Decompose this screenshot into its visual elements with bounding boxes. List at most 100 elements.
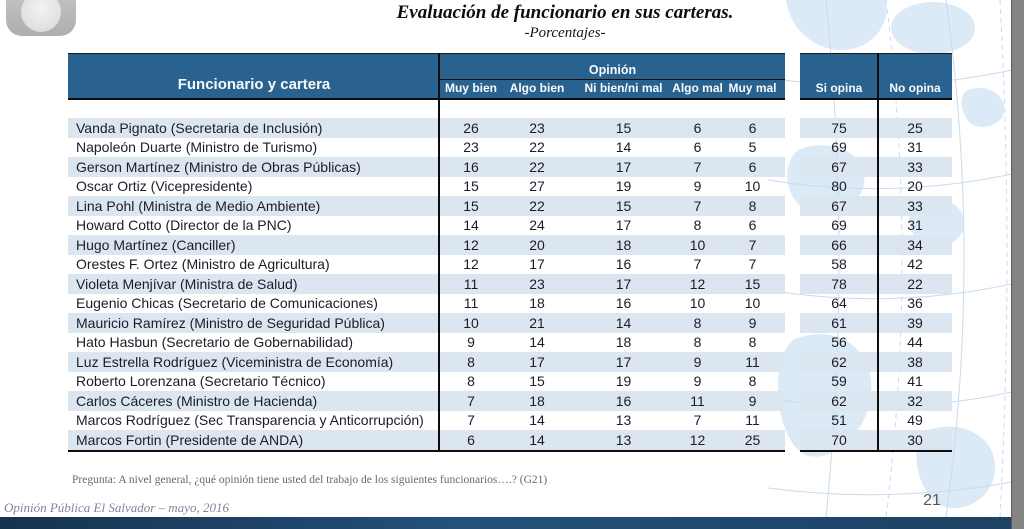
table-row: Marcos Rodríguez (Sec Transparencia y An… (68, 411, 785, 431)
value-cell: 15 (463, 197, 479, 214)
column-header-si-opina: Si opina (815, 81, 863, 95)
value-cell: 18 (615, 236, 632, 253)
column-header-algo-bien: Algo bien (509, 81, 565, 95)
funcionario-cell: Carlos Cáceres (Ministro de Hacienda) (76, 392, 318, 409)
funcionario-cell: Roberto Lorenzana (Secretario Técnico) (76, 373, 326, 390)
funcionario-cell: Orestes F. Ortez (Ministro de Agricultur… (76, 256, 330, 273)
no-opina-cell: 25 (907, 119, 923, 136)
value-cell: 12 (463, 236, 479, 253)
no-opina-cell: 49 (907, 412, 923, 429)
column-header-no-opina: No opina (889, 81, 941, 95)
value-cell: 22 (529, 139, 545, 156)
no-opina-cell: 34 (907, 236, 923, 253)
table-row: Gerson Martínez (Ministro de Obras Públi… (68, 157, 785, 177)
value-cell: 11 (463, 275, 479, 292)
value-cell: 7 (693, 412, 702, 429)
opina-table-row: 69 31 (800, 138, 952, 158)
value-cell: 8 (748, 334, 757, 351)
app-icon-circle (21, 0, 61, 32)
opinion-header-block: Opinión Muy bien Algo bien Ni bien/ni ma… (440, 54, 785, 98)
si-opina-cell: 64 (831, 295, 847, 312)
si-opina-cell: 78 (831, 275, 847, 292)
funcionario-cell: Mauricio Ramírez (Ministro de Seguridad … (76, 314, 385, 331)
value-cell: 7 (693, 256, 702, 273)
table-row: Orestes F. Ortez (Ministro de Agricultur… (68, 255, 785, 275)
table-row: Eugenio Chicas (Secretario de Comunicaci… (68, 294, 785, 314)
value-cell: 17 (615, 275, 632, 292)
value-cell: 8 (693, 314, 702, 331)
si-opina-cell: 59 (831, 373, 847, 390)
column-header-funcionario: Funcionario y cartera (68, 54, 440, 98)
no-opina-cell: 30 (907, 431, 923, 448)
opina-table-row: 61 39 (800, 313, 952, 333)
value-cell: 19 (615, 373, 632, 390)
table-row: Roberto Lorenzana (Secretario Técnico) 8 1… (68, 372, 785, 392)
no-opina-cell: 42 (907, 256, 923, 273)
funcionario-cell: Gerson Martínez (Ministro de Obras Públi… (76, 158, 361, 175)
value-cell: 14 (615, 314, 632, 331)
opinion-subheaders: Muy bien Algo bien Ni bien/ni mal Algo m… (440, 80, 785, 98)
funcionario-cell: Oscar Ortiz (Vicepresidente) (76, 178, 253, 195)
table-row: Lina Pohl (Ministra de Medio Ambiente) 15… (68, 196, 785, 216)
value-cell: 15 (615, 119, 632, 136)
value-cell: 17 (615, 217, 632, 234)
opina-table-rows: 75 25 69 31 67 33 80 20 67 33 69 31 66 34 58 42 78 22 64 36… (800, 118, 952, 452)
opina-table-header: Si opina No opina (800, 53, 952, 100)
value-cell: 26 (463, 119, 479, 136)
column-header-muy-mal: Muy mal (728, 81, 777, 95)
si-opina-cell: 69 (831, 139, 847, 156)
column-header-algo-mal: Algo mal (672, 81, 723, 95)
table-row: Mauricio Ramírez (Ministro de Seguridad … (68, 313, 785, 333)
source-footnote: Opinión Pública El Salvador – mayo, 2016 (4, 500, 229, 515)
page-number: 21 (923, 492, 941, 509)
value-cell: 5 (748, 139, 757, 156)
opina-table-row: 69 31 (800, 216, 952, 236)
value-cell: 6 (693, 139, 702, 156)
value-cell: 11 (745, 412, 760, 429)
value-cell: 6 (748, 217, 757, 234)
evaluation-table-header: Funcionario y cartera Opinión Muy bien A… (68, 53, 785, 100)
value-cell: 11 (463, 295, 479, 312)
funcionario-cell: Howard Cotto (Director de la PNC) (76, 217, 292, 234)
si-opina-cell: 51 (831, 412, 847, 429)
value-cell: 14 (529, 431, 545, 448)
value-cell: 12 (463, 256, 479, 273)
si-opina-cell: 66 (831, 236, 847, 253)
si-opina-cell: 70 (831, 431, 847, 448)
opina-table-row: 70 30 (800, 430, 952, 450)
value-cell: 7 (693, 197, 702, 214)
si-opina-cell: 62 (831, 392, 847, 409)
opina-table-row: 67 33 (800, 196, 952, 216)
opina-table-row: 56 44 (800, 333, 952, 353)
value-cell: 9 (693, 373, 702, 390)
value-cell: 11 (690, 392, 705, 409)
table-row: Napoleón Duarte (Ministro de Turismo) 23 2… (68, 138, 785, 158)
si-opina-cell: 61 (831, 314, 847, 331)
value-cell: 16 (615, 256, 632, 273)
value-cell: 6 (467, 431, 475, 448)
value-cell: 15 (744, 275, 761, 292)
si-opina-cell: 58 (831, 256, 847, 273)
table-row: Howard Cotto (Director de la PNC) 14 24 17 8… (68, 216, 785, 236)
value-cell: 13 (615, 412, 632, 429)
column-header-muy-bien: Muy bien (444, 81, 497, 95)
funcionario-cell: Marcos Fortin (Presidente de ANDA) (76, 431, 304, 448)
value-cell: 22 (529, 158, 545, 175)
value-cell: 8 (693, 334, 702, 351)
si-opina-cell: 80 (831, 178, 847, 195)
no-opina-cell: 41 (907, 373, 923, 390)
value-cell: 15 (529, 373, 545, 390)
bottom-accent-bar (0, 517, 1012, 529)
table-row: Hugo Martínez (Canciller) 12 20 18 10 7 (68, 235, 785, 255)
value-cell: 9 (748, 392, 757, 409)
si-opina-cell: 67 (831, 197, 847, 214)
value-cell: 10 (689, 295, 706, 312)
si-opina-cell: 67 (831, 158, 847, 175)
value-cell: 8 (467, 373, 475, 390)
value-cell: 9 (748, 314, 757, 331)
funcionario-cell: Eugenio Chicas (Secretario de Comunicaci… (76, 295, 378, 312)
value-cell: 13 (615, 431, 632, 448)
funcionario-cell: Vanda Pignato (Secretaria de Inclusión) (76, 119, 323, 136)
opina-table-row: 66 34 (800, 235, 952, 255)
value-cell: 8 (467, 353, 475, 370)
